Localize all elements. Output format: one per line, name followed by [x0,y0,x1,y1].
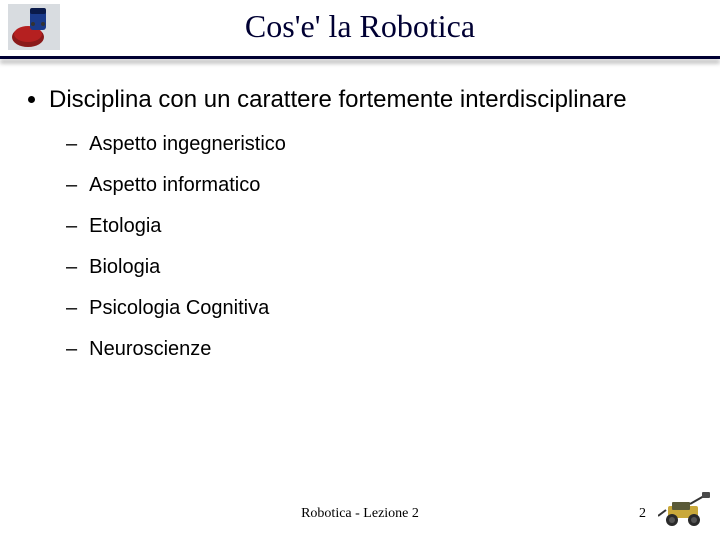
bullet-l2-text: Aspetto ingegneristico [89,132,286,156]
bullet-level-2: – Aspetto informatico [66,173,692,197]
bullet-level-2: – Psicologia Cognitiva [66,296,692,320]
footer-text: Robotica - Lezione 2 [0,506,720,522]
bullet-dot-icon [28,96,35,103]
bullet-l2-text: Aspetto informatico [89,173,260,197]
bullet-level-2: – Biologia [66,255,692,279]
slide-content: Disciplina con un carattere fortemente i… [0,62,720,361]
robot-photo-icon [8,4,60,50]
slide-title: Cos'e' la Robotica [0,0,720,45]
slide: Cos'e' la Robotica Disciplina con un car… [0,0,720,540]
bullet-l1-text: Disciplina con un carattere fortemente i… [49,86,627,114]
bullet-level-2: – Aspetto ingegneristico [66,132,692,156]
slide-footer: Robotica - Lezione 2 2 [0,490,720,530]
bullet-l2-text: Biologia [89,255,160,279]
bullet-l2-text: Psicologia Cognitiva [89,296,269,320]
rover-robot-icon [658,492,712,528]
page-number: 2 [639,506,646,522]
bullet-dash-icon: – [66,296,77,320]
bullet-dash-icon: – [66,173,77,197]
title-underline [0,56,720,59]
bullet-dash-icon: – [66,255,77,279]
bullet-dash-icon: – [66,337,77,361]
bullet-level-2: – Neuroscienze [66,337,692,361]
bullet-l2-text: Neuroscienze [89,337,211,361]
slide-header: Cos'e' la Robotica [0,0,720,62]
bullet-level-1: Disciplina con un carattere fortemente i… [28,86,692,114]
bullet-dash-icon: – [66,214,77,238]
bullet-level-2: – Etologia [66,214,692,238]
bullet-l2-text: Etologia [89,214,161,238]
bullet-dash-icon: – [66,132,77,156]
